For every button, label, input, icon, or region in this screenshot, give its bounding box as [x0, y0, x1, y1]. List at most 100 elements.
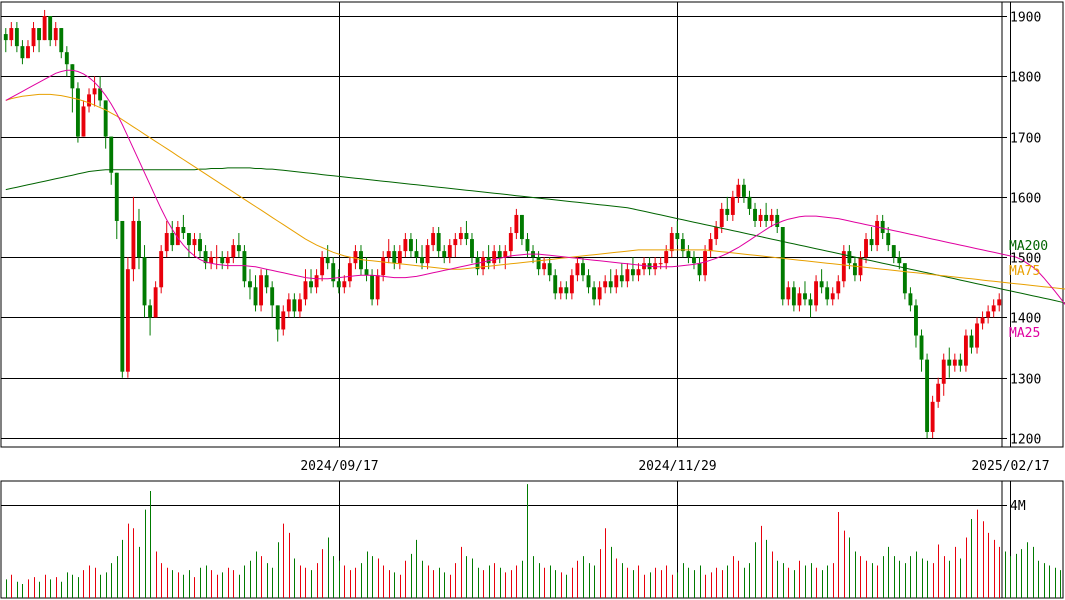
candle-body [675, 233, 680, 240]
candle-body [370, 275, 375, 300]
candle-body [325, 257, 330, 264]
candle-body [359, 251, 363, 270]
candle-body [320, 257, 325, 276]
candle-body [902, 263, 907, 294]
candle-body [125, 269, 130, 372]
candle-body [980, 317, 985, 324]
candle-body [259, 275, 264, 306]
candle-body [719, 208, 724, 227]
candle-body [153, 287, 158, 318]
candle-body [553, 275, 558, 294]
candle-body [87, 94, 91, 107]
candle-body [42, 16, 47, 41]
candle-body [669, 233, 674, 252]
price-tick-label: 1300 [1010, 373, 1041, 388]
candle-body [192, 239, 197, 246]
candle-body [858, 257, 863, 276]
ma-line-ma200 [5, 167, 1065, 304]
candle-body [936, 383, 941, 402]
candle-body [297, 299, 302, 312]
price-tick-label: 1500 [1010, 252, 1041, 267]
candle-body [375, 275, 380, 300]
candle-body [947, 359, 952, 366]
candle-body [225, 257, 230, 264]
candle-body [331, 263, 336, 282]
candle-body [753, 208, 757, 221]
date-tick-label: 2024/09/17 [300, 459, 378, 474]
candle-body [642, 263, 646, 270]
candle-body [730, 196, 735, 215]
candle-body [830, 293, 835, 300]
candle-body [81, 106, 86, 137]
candle-body [786, 287, 791, 300]
candle-body [209, 257, 214, 264]
candle-body [9, 28, 14, 41]
candle-body [170, 233, 175, 246]
candle-body [686, 251, 691, 258]
candle-body [248, 281, 252, 288]
candle-body [75, 88, 80, 137]
candle-body [292, 299, 297, 312]
candle-body [664, 251, 669, 264]
candle-body [808, 299, 813, 306]
candle-body [159, 251, 164, 288]
candle-body [514, 214, 519, 234]
ma-label-ma200: MA200 [1009, 239, 1048, 254]
axis-labels: 1900 1800 1700 1600 1500 1400 1300 1200 2024/09/… [300, 11, 1049, 515]
candle-body [442, 251, 447, 258]
candle-body [386, 251, 391, 258]
price-tick-label: 1700 [1010, 132, 1041, 147]
candle-body [236, 245, 241, 252]
candle-body [952, 359, 957, 366]
candle-body [142, 257, 147, 306]
candle-body [597, 287, 602, 300]
candle-body [958, 359, 963, 366]
price-tick-label: 1400 [1010, 312, 1041, 327]
candle-body [925, 359, 930, 432]
candle-body [797, 293, 802, 306]
candle-body [253, 287, 258, 306]
candle-body [364, 269, 369, 276]
candle-body [120, 220, 125, 372]
volume-frame [0, 480, 1064, 599]
candle-body [98, 88, 103, 101]
candle-body [114, 172, 119, 221]
candle-body [347, 263, 352, 282]
candle-body [714, 227, 719, 240]
candle-body [109, 136, 114, 173]
candle-body [769, 214, 774, 221]
candle-body [542, 263, 547, 270]
candle-body [436, 233, 441, 252]
candle-body [203, 251, 208, 264]
candle-body [403, 239, 408, 252]
candle-body [575, 263, 580, 276]
candle-body [464, 233, 469, 240]
price-tick-label: 1800 [1010, 71, 1041, 86]
candle-body [658, 263, 663, 265]
candle-body [603, 281, 608, 288]
candle-body [14, 28, 19, 47]
candle-body [286, 299, 291, 312]
candle-body [969, 335, 974, 348]
candle-body [697, 263, 702, 276]
candle-body [59, 28, 64, 53]
candle-body [614, 275, 619, 288]
candle-body [381, 257, 386, 276]
candle-body [231, 245, 236, 258]
candle-body [425, 245, 430, 264]
candle-body [692, 257, 696, 264]
candle-body [64, 52, 69, 65]
candle-body [558, 287, 563, 294]
candle-body [736, 184, 741, 197]
candle-body [908, 293, 913, 306]
candle-body [869, 239, 874, 246]
candle-body [775, 214, 780, 227]
candle-body [680, 239, 685, 252]
candle-body [497, 251, 502, 258]
candle-body [508, 233, 513, 252]
candle-body [314, 275, 319, 288]
candle-body [408, 239, 413, 252]
candle-body [725, 208, 730, 215]
